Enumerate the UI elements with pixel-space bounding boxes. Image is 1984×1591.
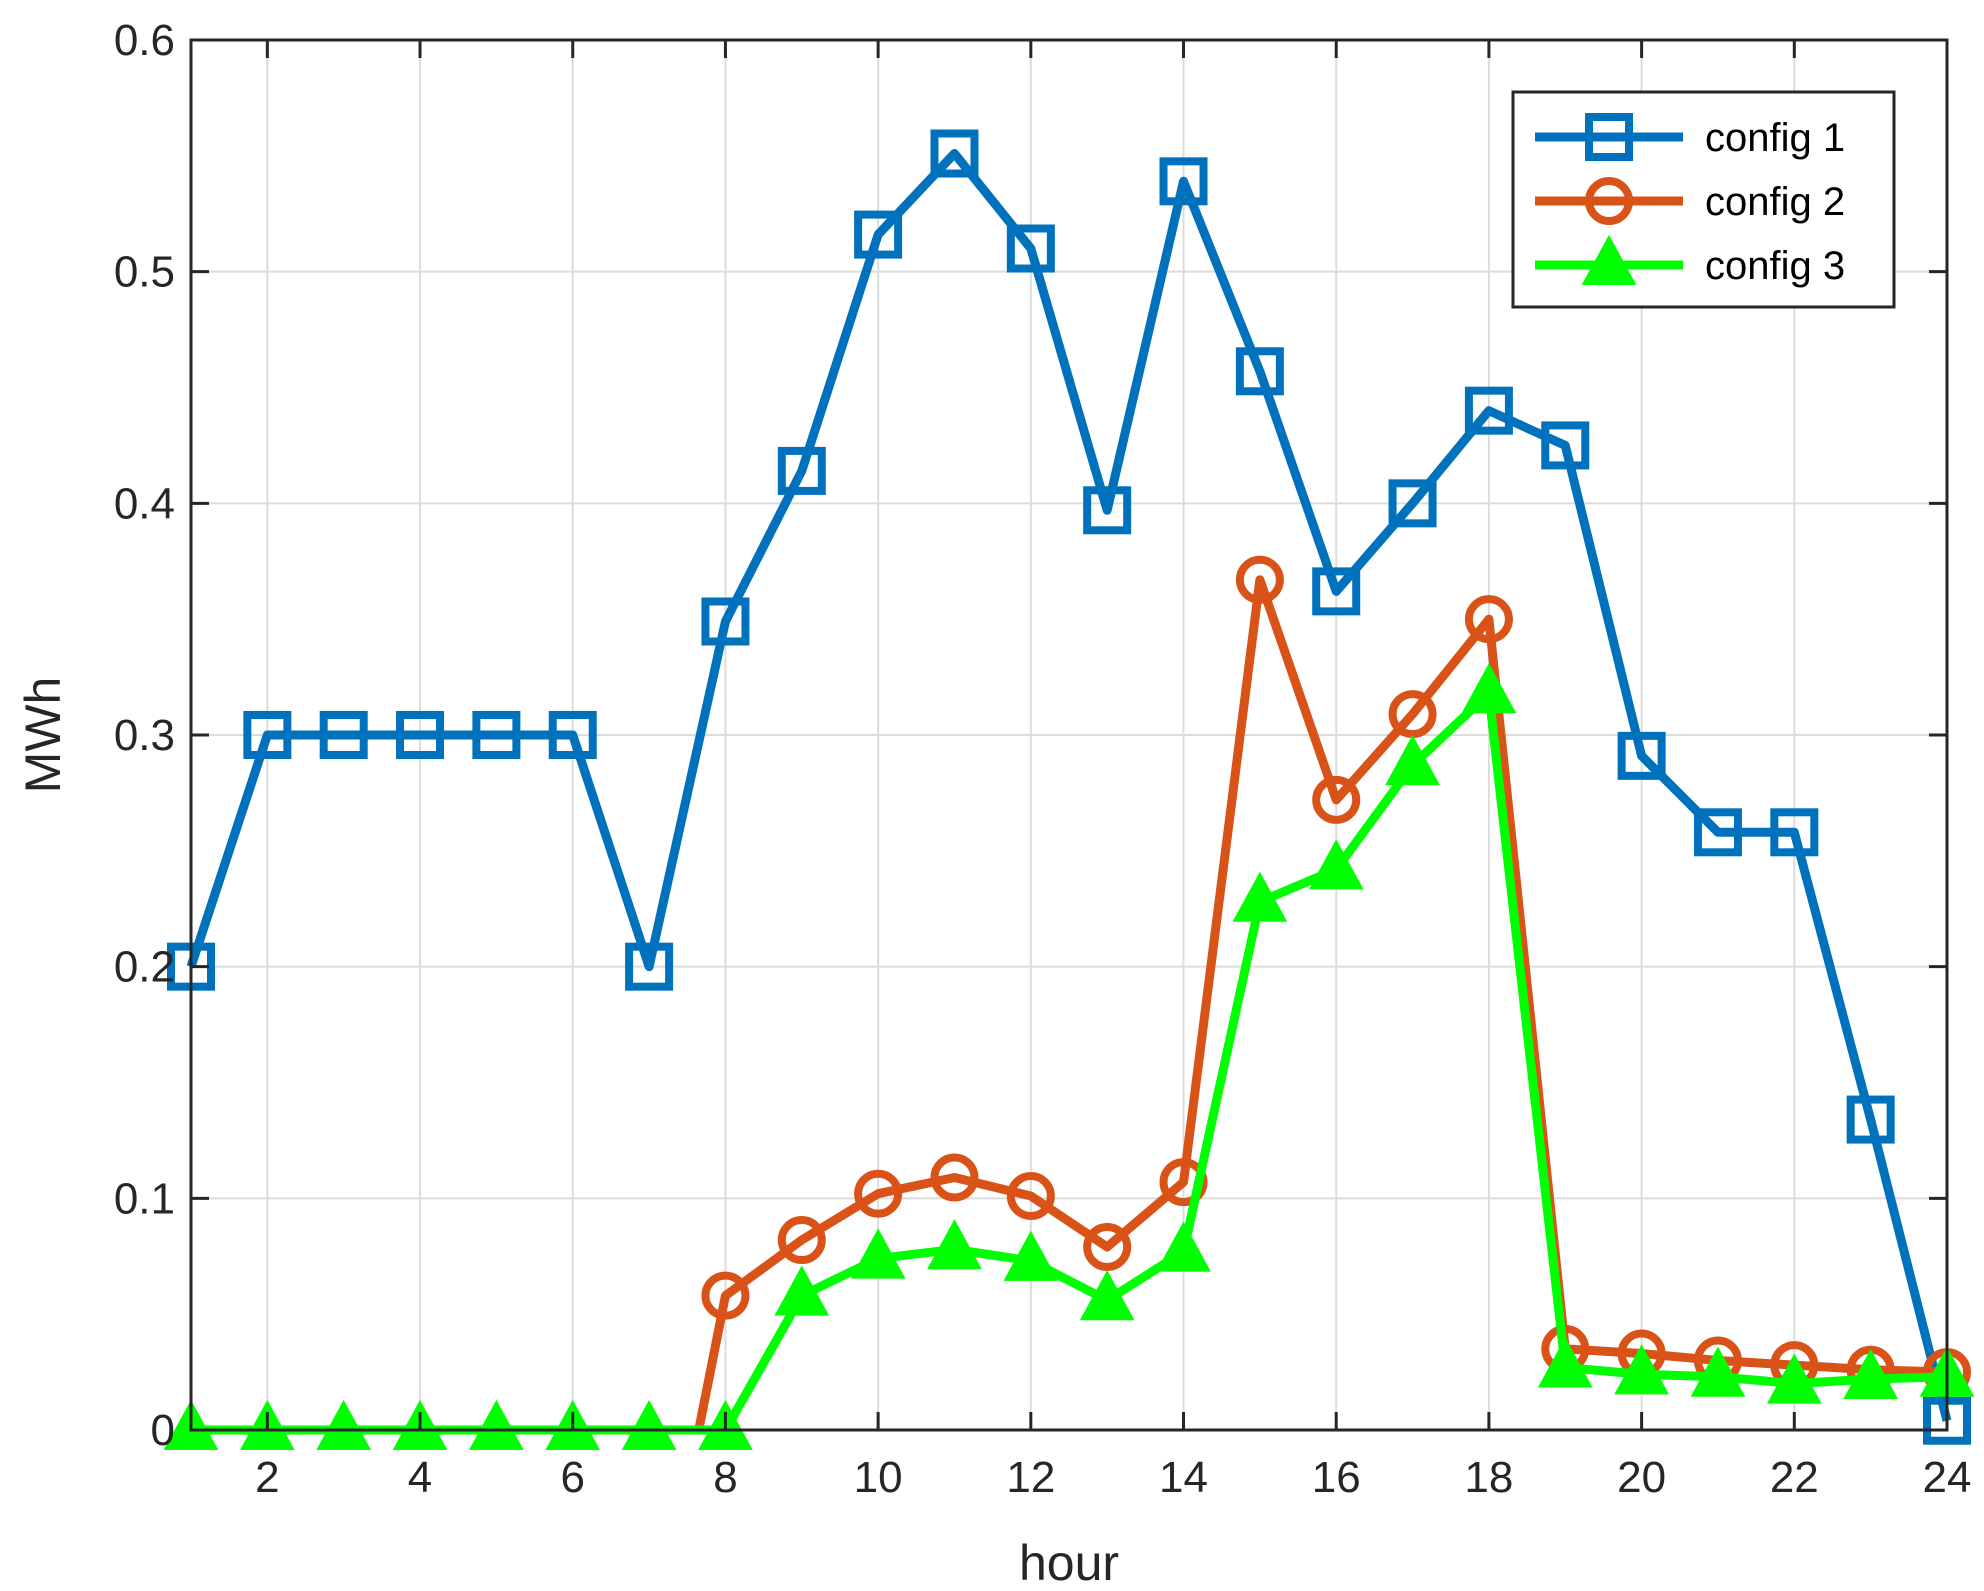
data-point [850, 1228, 906, 1279]
legend-item: config 1 [1535, 113, 1845, 161]
data-point [1156, 1221, 1211, 1272]
data-point [621, 1399, 677, 1450]
data-point [1083, 486, 1132, 535]
legend-item: config 3 [1535, 234, 1845, 288]
y-tick-label: 0 [151, 1406, 175, 1455]
x-tick-label: 24 [1923, 1453, 1972, 1502]
data-point [1312, 567, 1361, 616]
data-point [1464, 595, 1513, 644]
data-point [1617, 731, 1666, 780]
x-tick-label: 14 [1159, 1453, 1208, 1502]
x-tick-label: 2 [255, 1453, 279, 1502]
x-tick-label: 12 [1006, 1453, 1055, 1502]
y-tick-label: 0.6 [114, 16, 175, 65]
data-point [1159, 157, 1208, 206]
x-tick-label: 6 [560, 1453, 584, 1502]
data-point [1843, 1348, 1899, 1400]
data-point [1537, 1337, 1593, 1388]
data-point [1614, 1344, 1669, 1395]
data-point [930, 129, 979, 178]
data-point [1159, 1158, 1208, 1207]
data-point [319, 711, 368, 759]
series-line [186, 149, 1952, 1422]
y-axis-label: MWh [15, 677, 71, 794]
data-point [1308, 839, 1364, 890]
data-point [1232, 871, 1288, 922]
data-point [1003, 1230, 1059, 1281]
legend-swatch-marker [1585, 177, 1633, 225]
data-point [777, 446, 826, 495]
data-point [1312, 775, 1361, 824]
data-point [1690, 1346, 1746, 1397]
data-point [548, 711, 597, 759]
x-tick-label: 4 [408, 1453, 432, 1502]
data-point [243, 711, 292, 759]
x-tick-label: 18 [1464, 1453, 1513, 1502]
legend-label: config 1 [1705, 116, 1845, 160]
data-point [854, 1169, 903, 1218]
data-point [1083, 1222, 1132, 1271]
data-point [930, 1153, 979, 1202]
data-point [1079, 1270, 1135, 1321]
data-point [396, 711, 445, 759]
x-tick-label: 22 [1770, 1453, 1819, 1502]
data-point [701, 597, 750, 646]
data-point [469, 1399, 524, 1450]
legend-swatch-marker [1581, 234, 1637, 285]
series-layer [163, 129, 1975, 1450]
y-tick-label: 0.5 [114, 248, 175, 297]
y-tick-label: 0.1 [114, 1174, 175, 1223]
data-point [1235, 555, 1284, 604]
legend-label: config 2 [1705, 180, 1845, 224]
data-point [1461, 663, 1517, 714]
legend-item: config 2 [1535, 177, 1845, 225]
legend-swatch-marker [1585, 113, 1633, 161]
x-tick-label: 16 [1312, 1453, 1361, 1502]
data-point [701, 1271, 750, 1320]
data-point [1541, 421, 1590, 470]
data-point [1235, 347, 1284, 396]
data-point [1766, 1353, 1822, 1404]
data-point [1846, 1095, 1895, 1144]
series-1 [167, 129, 1971, 1445]
y-tick-label: 0.2 [114, 943, 175, 992]
data-point [1693, 808, 1742, 857]
data-point [1388, 479, 1437, 528]
legend-label: config 3 [1705, 244, 1845, 288]
data-point [1006, 1172, 1055, 1221]
x-tick-label: 10 [854, 1453, 903, 1502]
data-point [316, 1399, 372, 1450]
legend: config 1 config 2 config 3 [1511, 90, 1896, 309]
data-point [1006, 224, 1055, 273]
data-point [777, 1216, 826, 1265]
x-axis-label: hour [1019, 1535, 1119, 1591]
y-tick-label: 0.3 [114, 711, 175, 760]
x-tick-label: 8 [713, 1453, 737, 1502]
data-point [774, 1265, 830, 1316]
data-point [472, 711, 521, 759]
y-tick-label: 0.4 [114, 479, 175, 528]
data-point [1388, 690, 1437, 739]
data-point [625, 942, 674, 991]
data-point [854, 210, 903, 259]
data-point [927, 1219, 982, 1270]
x-tick-label: 20 [1617, 1453, 1666, 1502]
data-point [1770, 808, 1819, 857]
data-point [1464, 386, 1513, 435]
data-point [1385, 734, 1440, 786]
